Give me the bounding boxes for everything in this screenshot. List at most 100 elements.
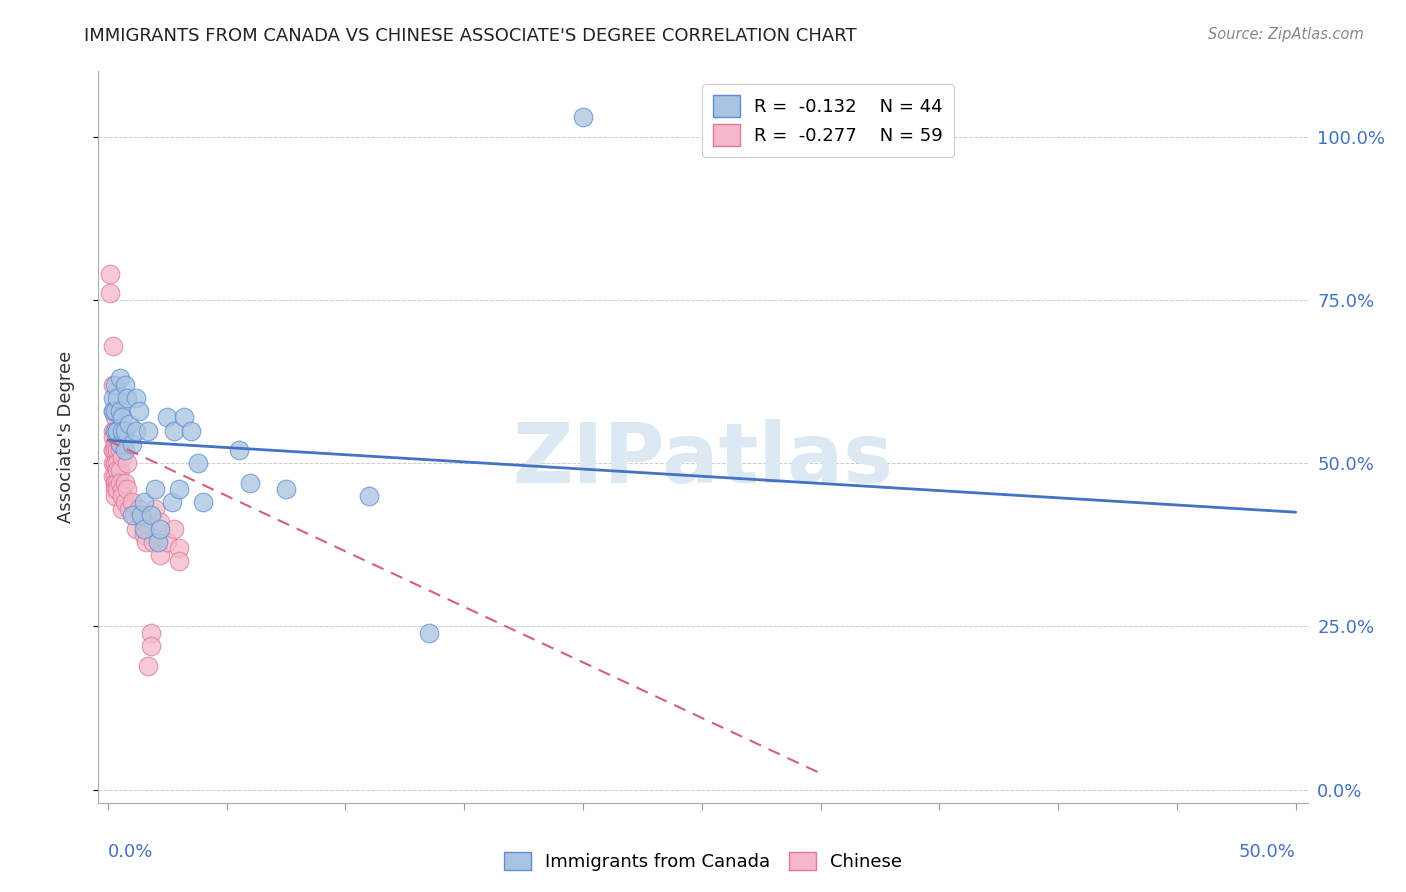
Point	[101, 377, 124, 392]
Point	[145, 483, 167, 497]
Point	[129, 508, 152, 523]
Point	[156, 410, 179, 425]
Point	[135, 534, 157, 549]
Point	[125, 521, 148, 535]
Point	[104, 475, 127, 490]
Point	[104, 424, 127, 438]
Point	[104, 410, 127, 425]
Point	[108, 436, 131, 450]
Point	[115, 391, 138, 405]
Point	[101, 404, 124, 418]
Point	[107, 391, 129, 405]
Point	[104, 456, 127, 470]
Legend: R =  -0.132    N = 44, R =  -0.277    N = 59: R = -0.132 N = 44, R = -0.277 N = 59	[702, 84, 953, 157]
Point	[101, 391, 124, 405]
Point	[118, 502, 141, 516]
Point	[121, 508, 143, 523]
Point	[139, 508, 162, 523]
Point	[139, 626, 162, 640]
Point	[104, 456, 127, 470]
Point	[101, 424, 124, 438]
Point	[180, 424, 202, 438]
Point	[359, 489, 381, 503]
Y-axis label: Associate's Degree: Associate's Degree	[56, 351, 75, 524]
Point	[101, 456, 124, 470]
Point	[136, 424, 159, 438]
Point	[104, 475, 127, 490]
Point	[104, 377, 127, 392]
Point	[114, 377, 136, 392]
Point	[114, 443, 136, 458]
Point	[145, 502, 167, 516]
Point	[239, 475, 262, 490]
Point	[101, 443, 124, 458]
Point	[107, 424, 129, 438]
Point	[132, 528, 155, 542]
Point	[191, 495, 214, 509]
Point	[187, 456, 209, 470]
Text: 50.0%: 50.0%	[1239, 843, 1296, 861]
Point	[163, 521, 186, 535]
Point	[173, 410, 195, 425]
Point	[114, 475, 136, 490]
Point	[132, 521, 155, 535]
Point	[160, 495, 183, 509]
Point	[572, 110, 595, 124]
Point	[107, 443, 129, 458]
Point	[104, 489, 127, 503]
Point	[104, 469, 127, 483]
Point	[111, 450, 134, 464]
Point	[101, 338, 124, 352]
Point	[104, 436, 127, 450]
Point	[132, 495, 155, 509]
Point	[108, 371, 131, 385]
Point	[121, 495, 143, 509]
Point	[111, 502, 134, 516]
Point	[149, 515, 172, 529]
Point	[122, 508, 145, 523]
Point	[107, 483, 129, 497]
Point	[107, 456, 129, 470]
Text: 0.0%: 0.0%	[108, 843, 153, 861]
Point	[136, 658, 159, 673]
Point	[107, 424, 129, 438]
Point	[111, 489, 134, 503]
Point	[125, 391, 148, 405]
Point	[108, 443, 131, 458]
Point	[104, 483, 127, 497]
Point	[108, 436, 131, 450]
Point	[167, 554, 190, 568]
Point	[107, 475, 129, 490]
Point	[104, 404, 127, 418]
Point	[114, 424, 136, 438]
Point	[115, 483, 138, 497]
Point	[104, 424, 127, 438]
Point	[274, 483, 297, 497]
Point	[128, 404, 150, 418]
Point	[101, 469, 124, 483]
Point	[156, 534, 179, 549]
Point	[111, 483, 134, 497]
Point	[146, 534, 169, 549]
Point	[149, 521, 172, 535]
Text: Source: ZipAtlas.com: Source: ZipAtlas.com	[1208, 27, 1364, 42]
Point	[107, 463, 129, 477]
Point	[128, 502, 150, 516]
Point	[101, 443, 124, 458]
Point	[108, 404, 131, 418]
Point	[418, 626, 440, 640]
Legend: Immigrants from Canada, Chinese: Immigrants from Canada, Chinese	[496, 845, 910, 879]
Point	[108, 475, 131, 490]
Point	[228, 443, 250, 458]
Point	[139, 639, 162, 653]
Text: ZIPatlas: ZIPatlas	[513, 418, 893, 500]
Point	[149, 548, 172, 562]
Point	[108, 463, 131, 477]
Point	[125, 424, 148, 438]
Point	[104, 443, 127, 458]
Text: IMMIGRANTS FROM CANADA VS CHINESE ASSOCIATE'S DEGREE CORRELATION CHART: IMMIGRANTS FROM CANADA VS CHINESE ASSOCI…	[84, 27, 858, 45]
Point	[142, 534, 165, 549]
Point	[111, 410, 134, 425]
Point	[101, 430, 124, 444]
Point	[98, 267, 121, 281]
